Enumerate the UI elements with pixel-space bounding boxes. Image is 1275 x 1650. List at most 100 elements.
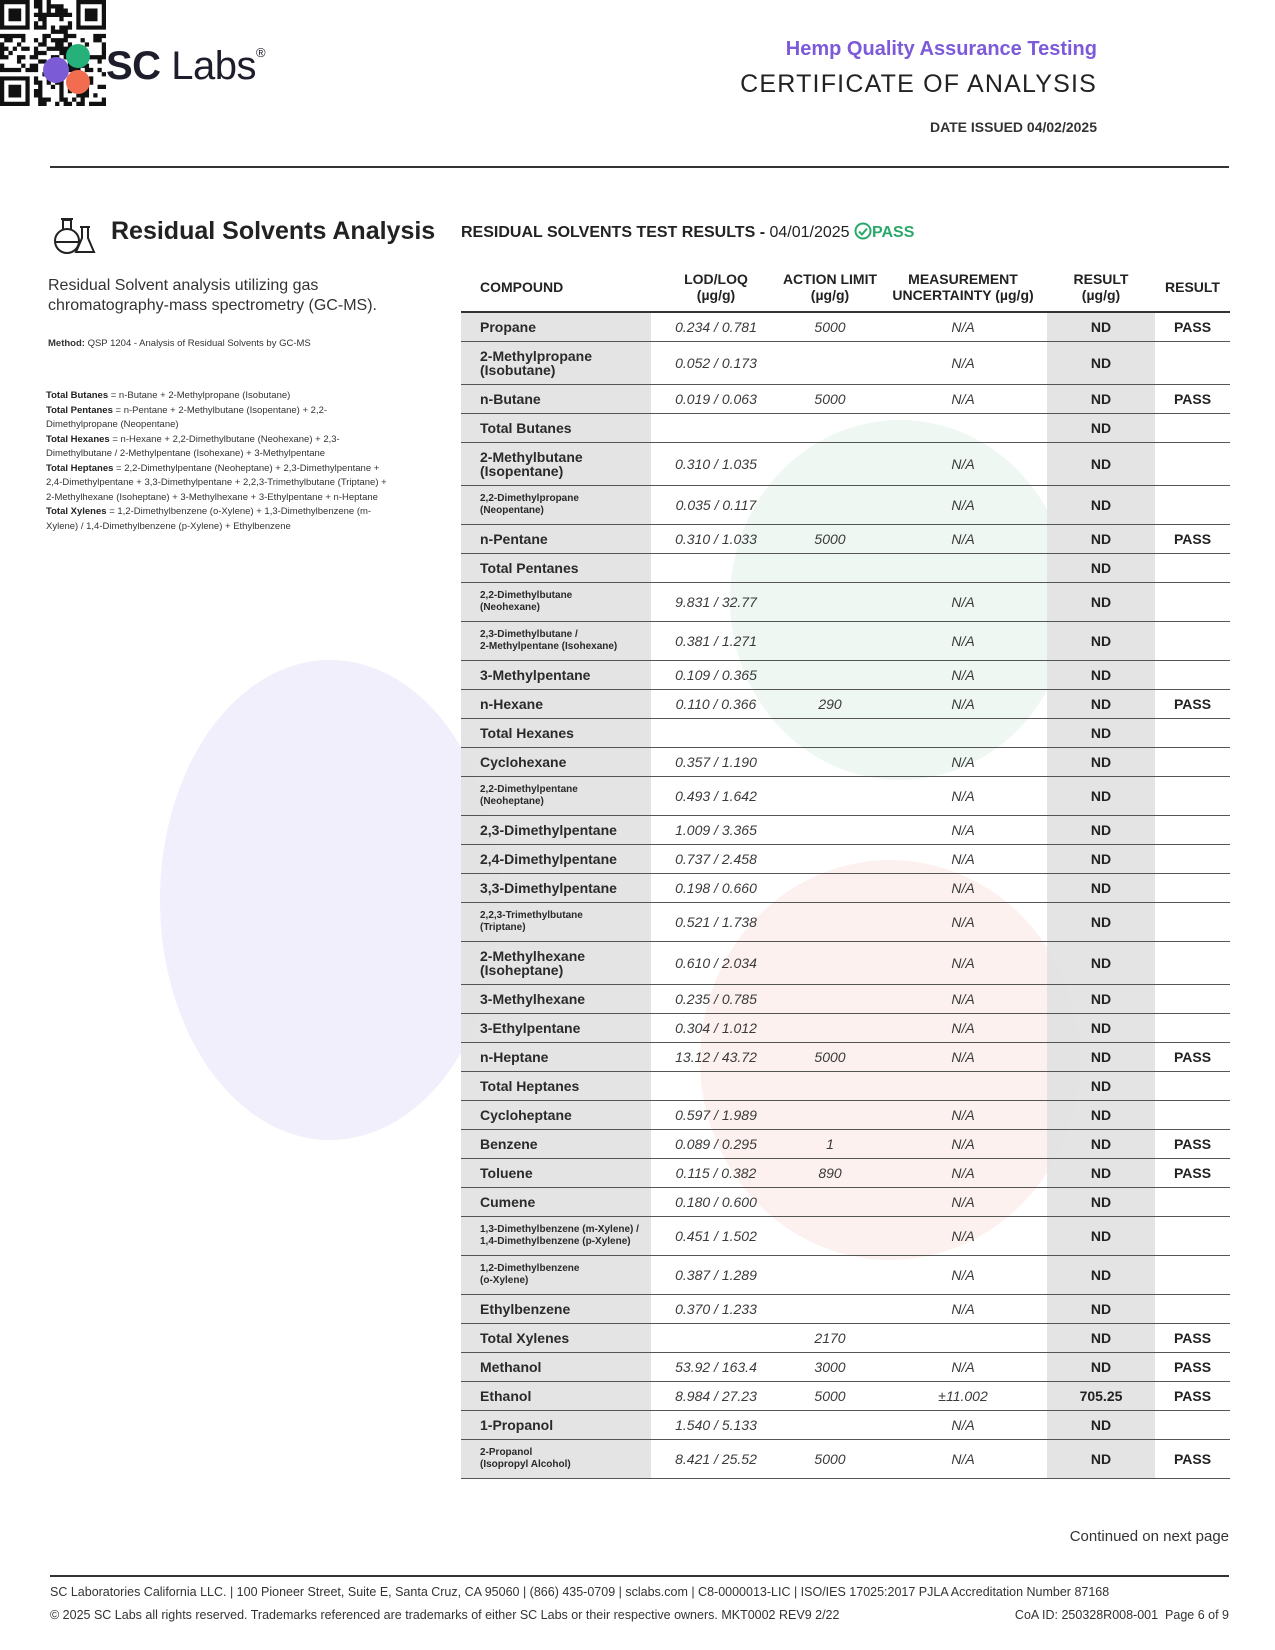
- table-cell: [1155, 1255, 1230, 1295]
- table-cell: [1155, 747, 1230, 777]
- table-cell: N/A: [879, 442, 1047, 486]
- table-row: 1-Propanol 1.540 / 5.133 N/A ND: [461, 1410, 1230, 1440]
- table-row: 2,2,3-Trimethylbutane (Triptane) 0.521 / …: [461, 902, 1230, 942]
- table-cell: [781, 1100, 879, 1130]
- table-cell: 1: [781, 1129, 879, 1159]
- table-cell: PASS: [1155, 384, 1230, 414]
- coa-id: CoA ID: 250328R008-001: [1014, 1608, 1159, 1622]
- table-cell: 2-Methylpropane (Isobutane): [461, 341, 651, 385]
- table-cell: N/A: [879, 1013, 1047, 1043]
- logo-dot: [66, 44, 90, 68]
- table-row: Toluene 0.115 / 0.382 890 N/A ND PASS: [461, 1158, 1230, 1188]
- table-body: Propane 0.234 / 0.781 5000 N/A ND PASS 2-Methy…: [461, 312, 1230, 1479]
- table-cell: n-Hexane: [461, 689, 651, 719]
- table-cell: 0.357 / 1.190: [651, 747, 781, 777]
- table-cell: ND: [1047, 1255, 1155, 1295]
- table-cell: [781, 902, 879, 942]
- table-row: 2-Methylbutane (Isopentane) 0.310 / 1.035…: [461, 442, 1230, 486]
- date-issued: DATE ISSUED 04/02/2025: [929, 119, 1097, 135]
- column-header: LOD/LOQ (µg/g): [651, 266, 781, 313]
- table-cell: [781, 718, 879, 748]
- table-cell: PASS: [1155, 312, 1230, 342]
- table-row: 2-Propanol (Isopropyl Alcohol) 8.421 / 25…: [461, 1439, 1230, 1479]
- table-cell: N/A: [879, 621, 1047, 661]
- table-cell: 0.310 / 1.033: [651, 524, 781, 554]
- table-row: 2,3-Dimethylbutane / 2-Methylpentane (Is…: [461, 621, 1230, 661]
- table-cell: 0.109 / 0.365: [651, 660, 781, 690]
- table-cell: [1155, 873, 1230, 903]
- table-cell: [1155, 582, 1230, 622]
- footer-rule: [50, 1575, 1229, 1577]
- table-cell: ND: [1047, 553, 1155, 583]
- table-cell: 0.381 / 1.271: [651, 621, 781, 661]
- purple-blob: [160, 660, 500, 1140]
- table-cell: ND: [1047, 1439, 1155, 1479]
- notes: Total Butanes = n-Butane + 2-Methylpropa…: [46, 389, 391, 534]
- table-cell: N/A: [879, 1410, 1047, 1440]
- table-row: 2,4-Dimethylpentane 0.737 / 2.458 N/A ND: [461, 844, 1230, 874]
- table-cell: 0.451 / 1.502: [651, 1216, 781, 1256]
- header-rule: [50, 166, 1229, 168]
- table-cell: [781, 776, 879, 816]
- table-cell: [1155, 941, 1230, 985]
- table-row: Ethanol 8.984 / 27.23 5000 ±11.002 705.25 PAS…: [461, 1381, 1230, 1411]
- method-text: QSP 1204 - Analysis of Residual Solvents…: [87, 338, 311, 349]
- table-cell: [781, 442, 879, 486]
- table-cell: Ethylbenzene: [461, 1294, 651, 1324]
- column-header: MEASUREMENT UNCERTAINTY (µg/g): [879, 266, 1047, 313]
- table-status: PASS: [872, 224, 915, 241]
- table-row: Cycloheptane 0.597 / 1.989 N/A ND: [461, 1100, 1230, 1130]
- table-row: Total Heptanes ND: [461, 1071, 1230, 1101]
- column-header: RESULT (µg/g): [1047, 266, 1155, 313]
- table-cell: 1.540 / 5.133: [651, 1410, 781, 1440]
- table-cell: [1155, 485, 1230, 525]
- table-cell: [1155, 902, 1230, 942]
- table-cell: N/A: [879, 312, 1047, 342]
- table-cell: ND: [1047, 312, 1155, 342]
- table-cell: 0.235 / 0.785: [651, 984, 781, 1014]
- table-cell: 2170: [781, 1323, 879, 1353]
- table-cell: N/A: [879, 485, 1047, 525]
- table-cell: [1155, 1013, 1230, 1043]
- table-cell: ND: [1047, 1352, 1155, 1382]
- results-table: COMPOUND LOD/LOQ (µg/g) ACTION LIMIT (µg/g…: [461, 266, 1230, 1479]
- table-cell: [651, 1071, 781, 1101]
- table-cell: 0.521 / 1.738: [651, 902, 781, 942]
- table-row: n-Hexane 0.110 / 0.366 290 N/A ND PASS: [461, 689, 1230, 719]
- table-row: Benzene 0.089 / 0.295 1 N/A ND PASS: [461, 1129, 1230, 1159]
- table-cell: 290: [781, 689, 879, 719]
- table-row: Cumene 0.180 / 0.600 N/A ND: [461, 1187, 1230, 1217]
- table-cell: PASS: [1155, 1158, 1230, 1188]
- table-row: Cyclohexane 0.357 / 1.190 N/A ND: [461, 747, 1230, 777]
- table-cell: N/A: [879, 902, 1047, 942]
- table-cell: 2,3-Dimethylbutane / 2-Methylpentane (Is…: [461, 621, 651, 661]
- table-cell: 0.737 / 2.458: [651, 844, 781, 874]
- table-cell: Propane: [461, 312, 651, 342]
- table-cell: 5000: [781, 384, 879, 414]
- table-cell: ND: [1047, 341, 1155, 385]
- table-cell: 0.035 / 0.117: [651, 485, 781, 525]
- table-cell: [781, 815, 879, 845]
- table-cell: 1,2-Dimethylbenzene (o-Xylene): [461, 1255, 651, 1295]
- table-cell: N/A: [879, 1352, 1047, 1382]
- table-cell: 2-Methylhexane (Isoheptane): [461, 941, 651, 985]
- note: Total Butanes = n-Butane + 2-Methylpropa…: [46, 389, 391, 404]
- table-cell: 890: [781, 1158, 879, 1188]
- note-text: = 2,2-Dimethylpentane (Neoheptane) + 2,3…: [46, 462, 387, 503]
- table-cell: [1155, 660, 1230, 690]
- note-text: = n-Hexane + 2,2-Dimethylbutane (Neohexa…: [46, 433, 340, 460]
- table-cell: PASS: [1155, 1352, 1230, 1382]
- table-row: 2,3-Dimethylpentane 1.009 / 3.365 N/A ND: [461, 815, 1230, 845]
- table-cell: [1155, 1410, 1230, 1440]
- table-cell: [651, 718, 781, 748]
- table-cell: ND: [1047, 1013, 1155, 1043]
- table-cell: [781, 485, 879, 525]
- table-cell: 5000: [781, 1042, 879, 1072]
- table-row: n-Heptane 13.12 / 43.72 5000 N/A ND PASS: [461, 1042, 1230, 1072]
- table-cell: 0.052 / 0.173: [651, 341, 781, 385]
- table-cell: 0.234 / 0.781: [651, 312, 781, 342]
- logo-light: Labs: [171, 44, 256, 88]
- table-cell: N/A: [879, 776, 1047, 816]
- table-cell: N/A: [879, 747, 1047, 777]
- table-cell: 2,2-Dimethylpropane (Neopentane): [461, 485, 651, 525]
